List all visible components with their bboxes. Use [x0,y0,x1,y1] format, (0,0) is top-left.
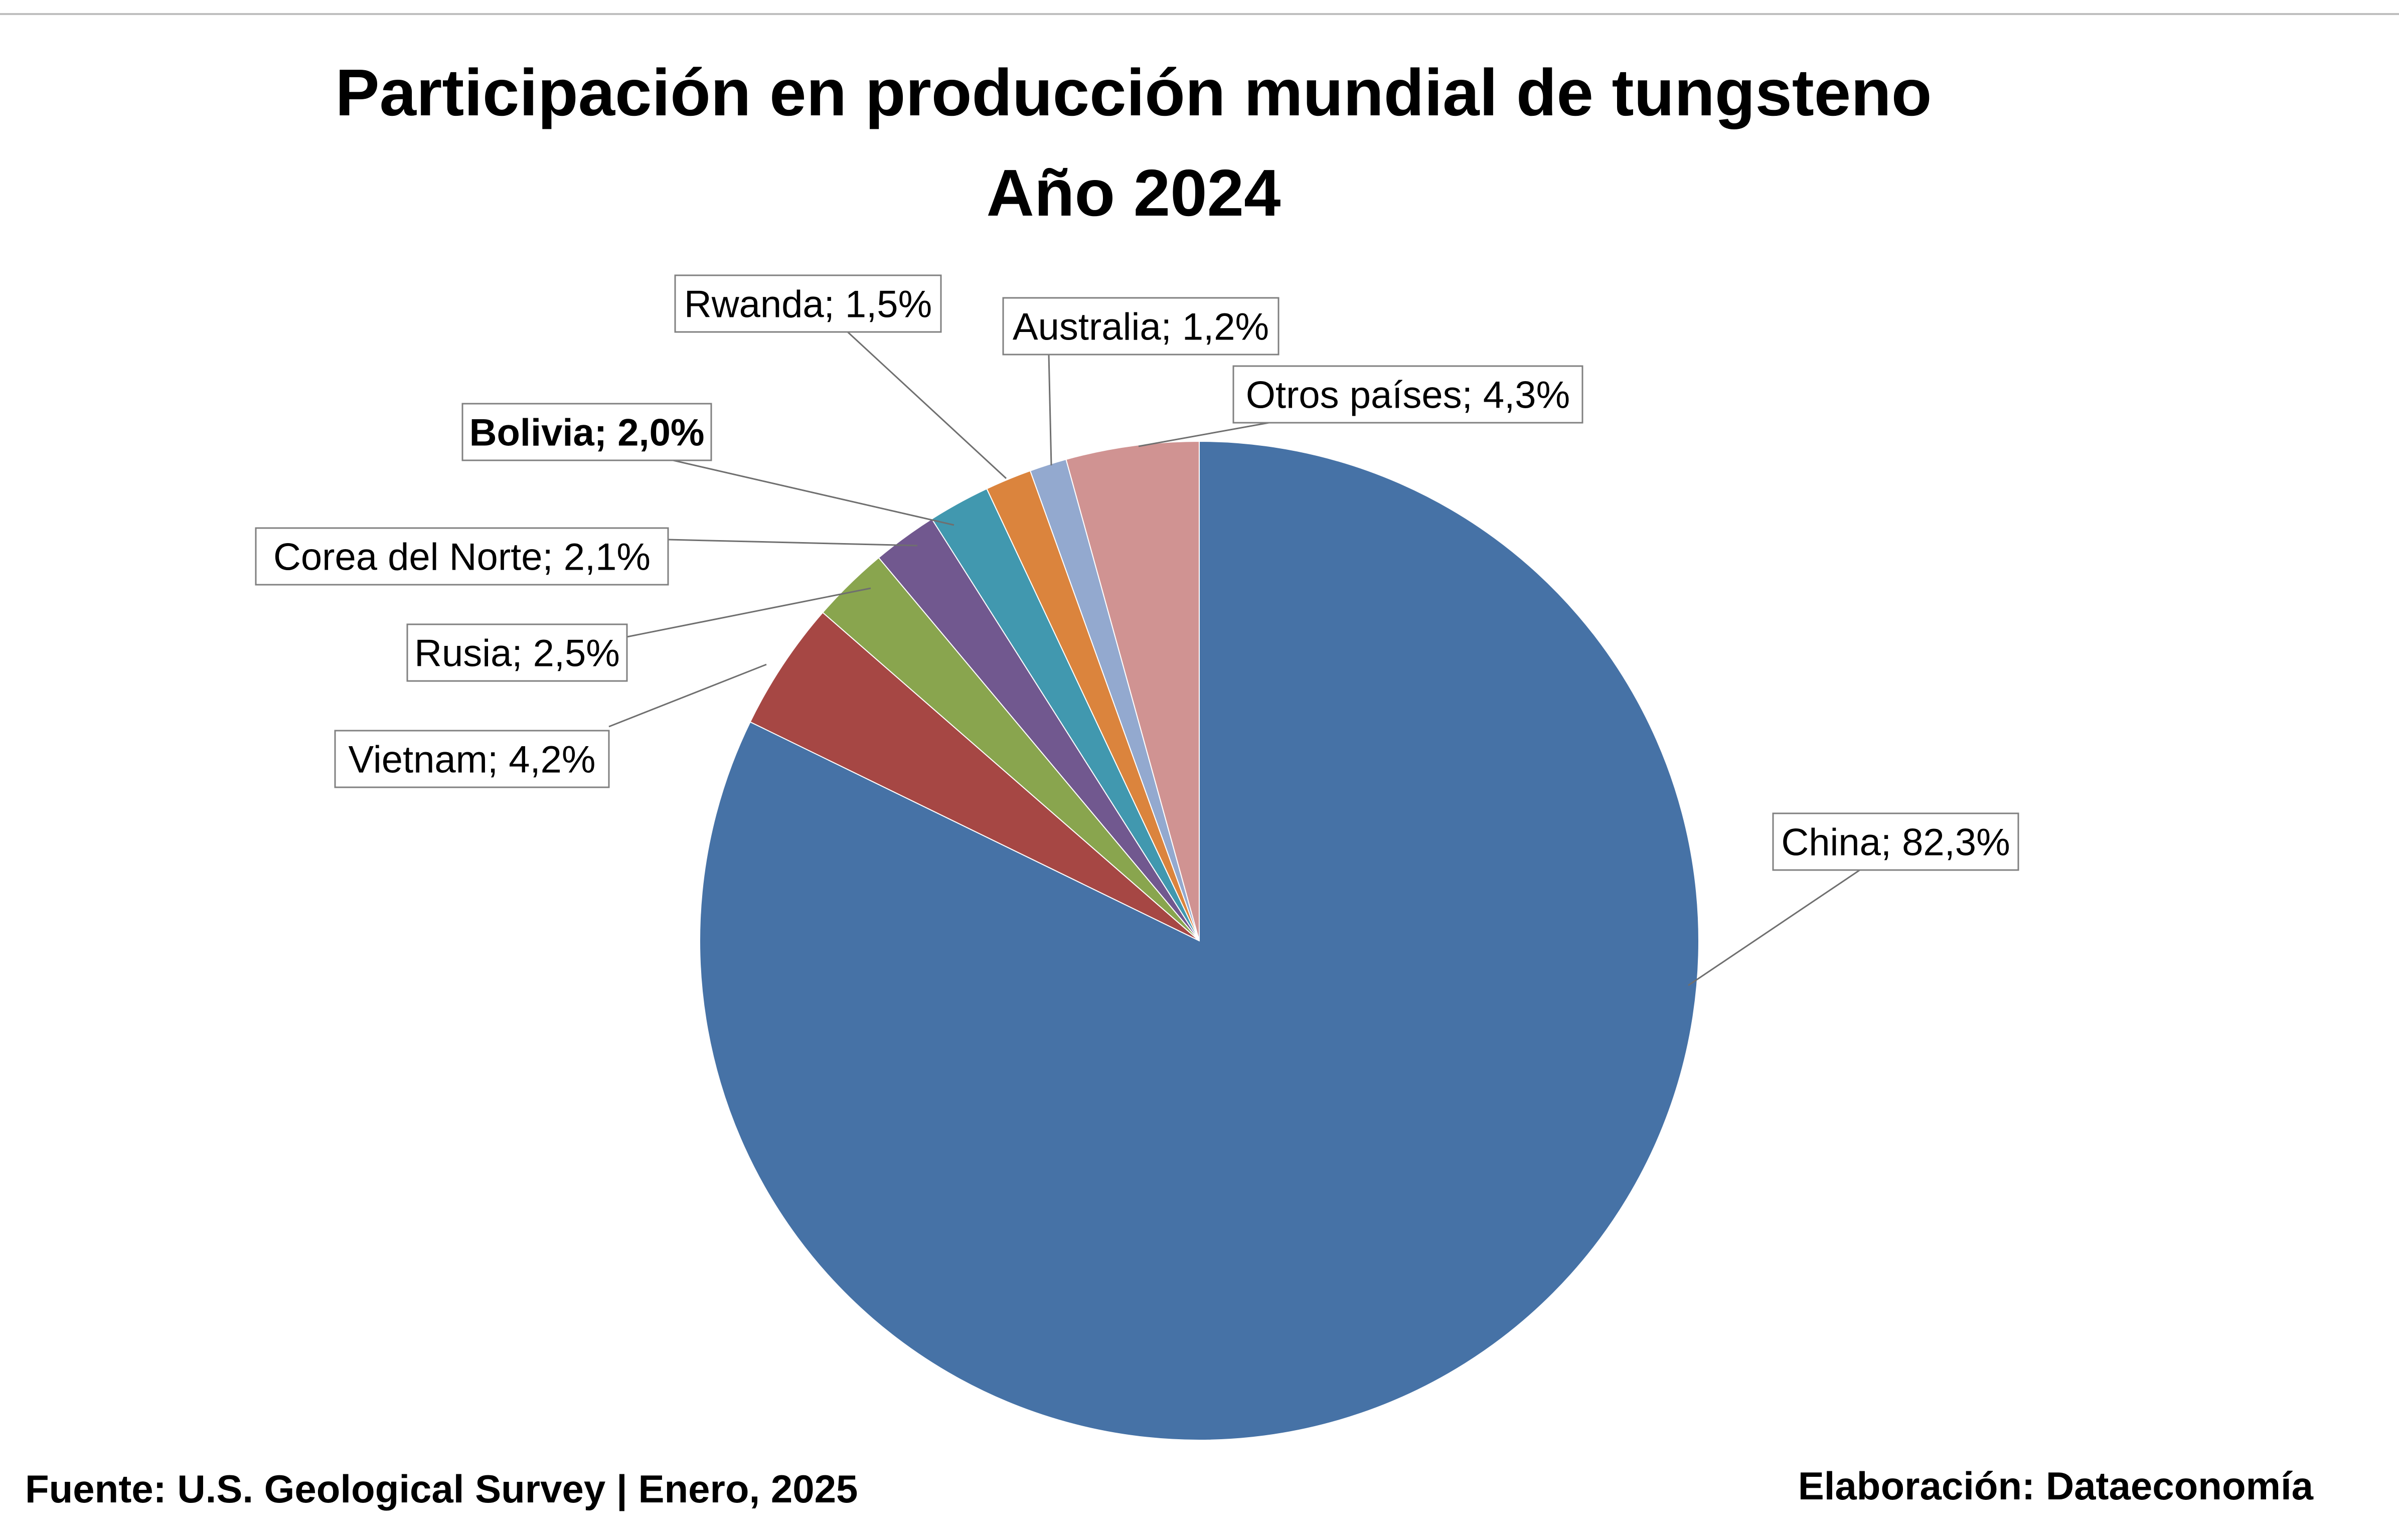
data-label: Australia; 1,2% [1013,306,1269,349]
data-label: Otros países; 4,3% [1246,374,1570,417]
data-label: Rusia; 2,5% [414,632,620,675]
data-label: Corea del Norte; 2,1% [273,536,651,579]
chart-subtitle: Año 2024 [987,156,1281,230]
leader-line [1688,869,1860,986]
credit-note: Elaboración: Dataeconomía [1798,1464,2314,1508]
source-note: Fuente: U.S. Geological Survey | Enero, … [25,1467,858,1511]
data-label-box [1772,812,2019,871]
data-label-box [406,623,628,682]
data-label-box [461,403,712,461]
leader-line [673,459,954,526]
leader-line [1138,422,1269,447]
data-label: Bolivia; 2,0% [469,412,705,454]
data-label-box [1002,297,1280,356]
leader-line [847,331,1007,479]
data-labels: China; 82,3% Vietnam; 4,2% Rusia; 2,5% Core… [255,274,2019,871]
data-label: China; 82,3% [1781,821,2010,864]
leader-line [626,587,871,638]
slice-vietnam [749,611,1200,941]
chart-title: Participación en producción mundial de t… [336,56,1932,129]
data-label-box [1232,365,1583,424]
leader-line [1048,354,1052,466]
slice-otros-países [1065,440,1200,941]
leader-line [608,663,767,728]
data-label-box [255,527,669,586]
data-label: Vietnam; 4,2% [349,739,596,781]
leader-line [668,539,918,547]
data-label: Rwanda; 1,5% [684,283,932,326]
leader-lines [608,331,1860,986]
pie-slices [699,440,1699,1441]
data-label-box [674,274,942,333]
data-label-box [334,730,610,788]
